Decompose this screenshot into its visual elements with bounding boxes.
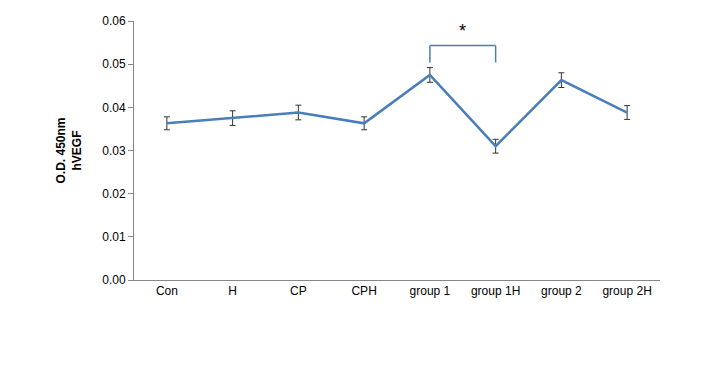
svg-text:0.02: 0.02 <box>102 187 126 201</box>
svg-text:H: H <box>228 284 237 298</box>
svg-text:group 1H: group 1H <box>471 284 520 298</box>
svg-text:Con: Con <box>156 284 178 298</box>
svg-text:0.04: 0.04 <box>102 101 126 115</box>
svg-text:CP: CP <box>290 284 307 298</box>
svg-text:O.D. 450nmhVEGF: O.D. 450nmhVEGF <box>54 117 84 183</box>
svg-text:group 2H: group 2H <box>602 284 651 298</box>
svg-text:CPH: CPH <box>351 284 376 298</box>
svg-text:0.03: 0.03 <box>102 144 126 158</box>
svg-text:0.06: 0.06 <box>102 14 126 28</box>
svg-text:group 2: group 2 <box>541 284 582 298</box>
svg-text:group 1: group 1 <box>410 284 451 298</box>
svg-text:0.00: 0.00 <box>102 273 126 287</box>
svg-text:0.05: 0.05 <box>102 57 126 71</box>
svg-text:*: * <box>459 21 466 41</box>
svg-text:0.01: 0.01 <box>102 230 126 244</box>
